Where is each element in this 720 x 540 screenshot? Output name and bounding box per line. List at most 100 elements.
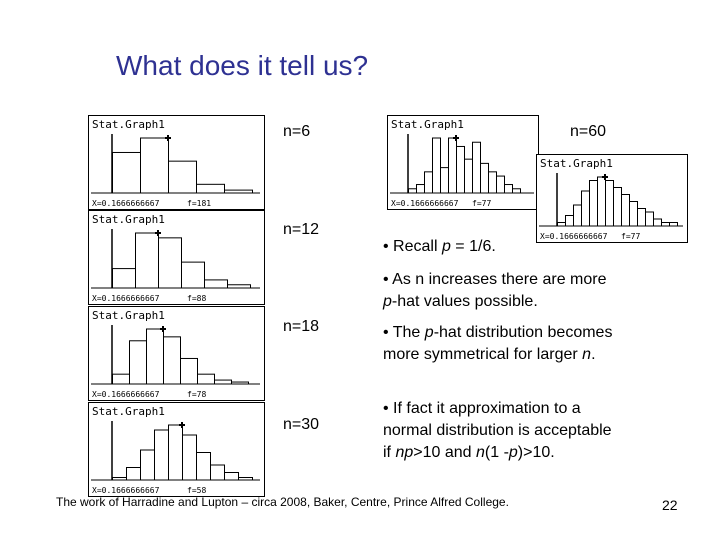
trace-readout-f: f=181 — [187, 199, 211, 208]
histogram-bar — [140, 449, 155, 481]
label-n12: n=12 — [283, 221, 320, 238]
histogram-bar — [456, 145, 465, 194]
trace-readout-f: f=77 — [472, 199, 491, 208]
histogram-bar — [168, 160, 197, 194]
trace-readout-x: X=0.1666666667 — [92, 390, 160, 399]
label-n30: n=30 — [283, 416, 320, 433]
trace-cursor — [160, 326, 166, 332]
histogram-n12: Stat.Graph1 X=0.1666666667 f=88 — [91, 213, 260, 303]
histogram-bar — [432, 137, 441, 194]
calculator-screen-n18: Stat.Graph1 X=0.1666666667 f=78 — [88, 306, 265, 401]
histogram-bar — [112, 373, 130, 385]
histogram-bar — [512, 188, 521, 194]
bullet-normal-approximation: • If fact it approximation to a normal d… — [383, 400, 612, 461]
histogram-bar — [557, 222, 566, 227]
label-n60: n=60 — [570, 123, 607, 140]
histogram-bar — [158, 237, 182, 289]
histogram-bar — [129, 340, 147, 385]
histogram-bar — [238, 477, 253, 481]
histogram-bar — [224, 189, 253, 194]
histogram-bar — [112, 268, 136, 289]
histogram-bar — [408, 188, 417, 194]
histogram-bar — [669, 222, 678, 227]
histogram-n6: Stat.Graph1 X=0.1666666667 f=181 — [91, 118, 260, 208]
histogram-bar — [126, 467, 141, 481]
screen-title: Stat.Graph1 — [92, 309, 165, 322]
histogram-bar — [135, 232, 159, 289]
histogram-bar — [472, 141, 481, 194]
trace-cursor — [453, 135, 459, 141]
trace-readout-f: f=88 — [187, 294, 206, 303]
trace-cursor — [165, 135, 171, 141]
histogram-bar — [416, 184, 425, 194]
histogram-bar — [440, 167, 449, 194]
histogram-n60-second: Stat.Graph1 X=0.1666666667 f=77 — [539, 157, 683, 241]
trace-cursor — [602, 174, 608, 180]
calculator-screen-n12: Stat.Graph1 X=0.1666666667 f=88 — [88, 210, 265, 305]
histogram-bar — [197, 373, 215, 385]
histogram-bar — [227, 284, 251, 289]
calculator-screen-n60: Stat.Graph1 X=0.1666666667 f=77 — [387, 115, 539, 210]
histogram-bar — [613, 187, 622, 227]
histogram-bar — [496, 175, 505, 194]
calculator-screen-n30: Stat.Graph1 X=0.1666666667 f=58 — [88, 402, 265, 497]
screen-title: Stat.Graph1 — [92, 118, 165, 131]
histogram-bar — [605, 180, 614, 227]
histogram-bar — [196, 183, 225, 194]
trace-readout-x: X=0.1666666667 — [92, 294, 160, 303]
histogram-bar — [163, 336, 181, 385]
histogram-bar — [210, 464, 225, 481]
histogram-bar — [621, 194, 630, 227]
histogram-n30: Stat.Graph1 X=0.1666666667 f=58 — [91, 405, 260, 495]
histogram-bar — [154, 429, 169, 481]
histogram-bar — [204, 279, 228, 289]
histogram-bar — [196, 452, 211, 481]
histogram-n60: Stat.Graph1 X=0.1666666667 f=77 — [390, 118, 534, 208]
histogram-bar — [182, 434, 197, 481]
histogram-bar — [231, 381, 249, 385]
histogram-bar — [597, 176, 606, 227]
trace-readout-f: f=78 — [187, 390, 206, 399]
screen-title: Stat.Graph1 — [540, 157, 613, 170]
bullet-more-values: • As n increases there are more p-hat va… — [383, 271, 607, 310]
trace-cursor — [179, 422, 185, 428]
trace-readout-f: f=58 — [187, 486, 206, 495]
screen-title: Stat.Graph1 — [391, 118, 464, 131]
histogram-bar — [629, 201, 638, 227]
bullet-more-symmetrical: • The p-hat distribution becomes more sy… — [383, 324, 613, 363]
histogram-bar — [589, 180, 598, 227]
trace-readout-x: X=0.1666666667 — [92, 199, 160, 208]
histogram-bar — [112, 151, 141, 194]
histogram-bar — [140, 137, 169, 194]
histogram-bar — [504, 184, 513, 194]
histogram-bar — [448, 137, 457, 194]
histogram-bar — [581, 190, 590, 227]
histogram-bar — [181, 261, 205, 289]
slide-footer: The work of Harradine and Lupton – circa… — [56, 495, 509, 509]
histogram-bar — [565, 215, 574, 227]
histogram-bar — [661, 222, 670, 227]
histogram-bar — [146, 328, 164, 385]
histogram-bar — [214, 379, 232, 385]
histogram-bar — [168, 424, 183, 481]
screen-title: Stat.Graph1 — [92, 405, 165, 418]
slide-title: What does it tell us? — [116, 50, 369, 81]
histogram-bar — [224, 472, 239, 481]
histogram-bar — [637, 208, 646, 227]
calculator-screen-n60-second: Stat.Graph1 X=0.1666666667 f=77 — [536, 154, 688, 243]
histogram-bar — [464, 158, 473, 194]
histogram-bar — [180, 357, 198, 385]
trace-readout-x: X=0.1666666667 — [92, 486, 160, 495]
histogram-bar — [645, 211, 654, 227]
bullet-recall-p: • Recall p = 1/6. — [383, 238, 496, 255]
trace-readout-x: X=0.1666666667 — [540, 232, 608, 241]
histogram-n18: Stat.Graph1 X=0.1666666667 f=78 — [91, 309, 260, 399]
page-number: 22 — [662, 497, 678, 513]
histogram-bar — [424, 171, 433, 194]
trace-cursor — [155, 230, 161, 236]
calculator-screen-n6: Stat.Graph1 X=0.1666666667 f=181 — [88, 115, 265, 210]
trace-readout-x: X=0.1666666667 — [391, 199, 459, 208]
label-n6: n=6 — [283, 123, 311, 140]
trace-readout-f: f=77 — [621, 232, 640, 241]
histogram-bar — [653, 218, 662, 227]
